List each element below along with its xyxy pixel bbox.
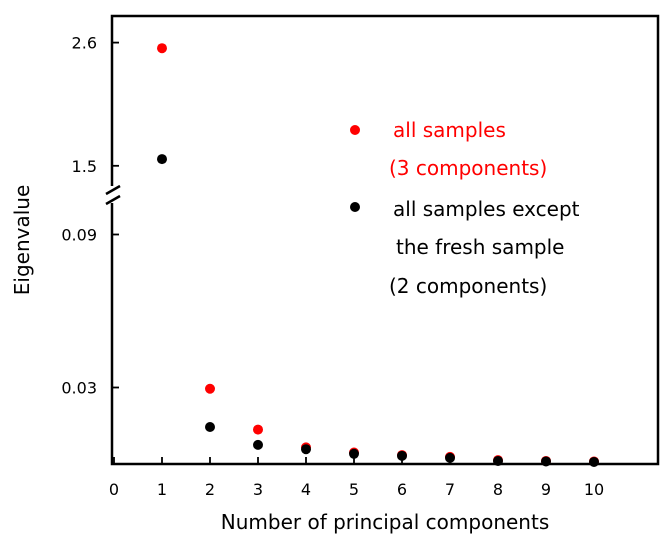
legend-note-line-1: the fresh sample xyxy=(396,235,564,259)
point-all-samples-except xyxy=(493,455,503,466)
point-all-samples-except xyxy=(397,450,407,461)
point-all-samples-except xyxy=(253,439,263,450)
y-axis-title: Eigenvalue xyxy=(10,185,34,296)
y-axis-break xyxy=(104,184,122,206)
legend-label-all-samples: all samples xyxy=(393,118,506,142)
point-all-samples-except xyxy=(589,456,599,467)
point-all-samples-except xyxy=(301,444,311,455)
axis-ticks: 0 1 2 3 4 5 6 7 8 9 10 2.6 1.5 0.09 0.03 xyxy=(61,34,604,499)
legend-label-all-samples-except: all samples except xyxy=(393,197,580,221)
point-all-samples xyxy=(157,43,167,54)
x-tick-label: 1 xyxy=(157,480,167,499)
point-all-samples xyxy=(205,383,215,394)
data-points xyxy=(157,43,599,467)
x-tick-label: 3 xyxy=(253,480,263,499)
point-all-samples-except xyxy=(157,154,167,165)
x-tick-label: 8 xyxy=(493,480,503,499)
point-all-samples-except xyxy=(349,448,359,459)
legend-note-line-2: (2 components) xyxy=(389,274,547,298)
x-tick-label: 9 xyxy=(541,480,551,499)
axis-break-slash xyxy=(105,184,121,196)
y-tick-label: 0.03 xyxy=(61,379,97,398)
x-tick-label: 6 xyxy=(397,480,407,499)
y-tick-label: 1.5 xyxy=(72,157,97,176)
x-tick-label: 5 xyxy=(349,480,359,499)
point-all-samples-except xyxy=(205,422,215,433)
x-tick-label: 0 xyxy=(109,480,119,499)
plot-frame xyxy=(110,14,660,466)
x-tick-label: 2 xyxy=(205,480,215,499)
axis-break-slash xyxy=(105,194,121,206)
y-tick-label: 0.09 xyxy=(61,226,97,245)
point-all-samples-except xyxy=(541,456,551,467)
x-tick-label: 7 xyxy=(445,480,455,499)
point-all-samples-except xyxy=(445,452,455,463)
legend-note-all-samples: (3 components) xyxy=(389,156,547,180)
x-tick-label: 4 xyxy=(301,480,311,499)
x-axis-title: Number of principal components xyxy=(221,510,549,534)
x-tick-label: 10 xyxy=(584,480,604,499)
point-all-samples xyxy=(253,424,263,435)
legend-marker-all-samples-except xyxy=(350,202,360,212)
y-tick-label: 2.6 xyxy=(72,34,97,53)
legend-marker-all-samples xyxy=(350,125,360,135)
legend: all samples (3 components) all samples e… xyxy=(350,118,580,298)
